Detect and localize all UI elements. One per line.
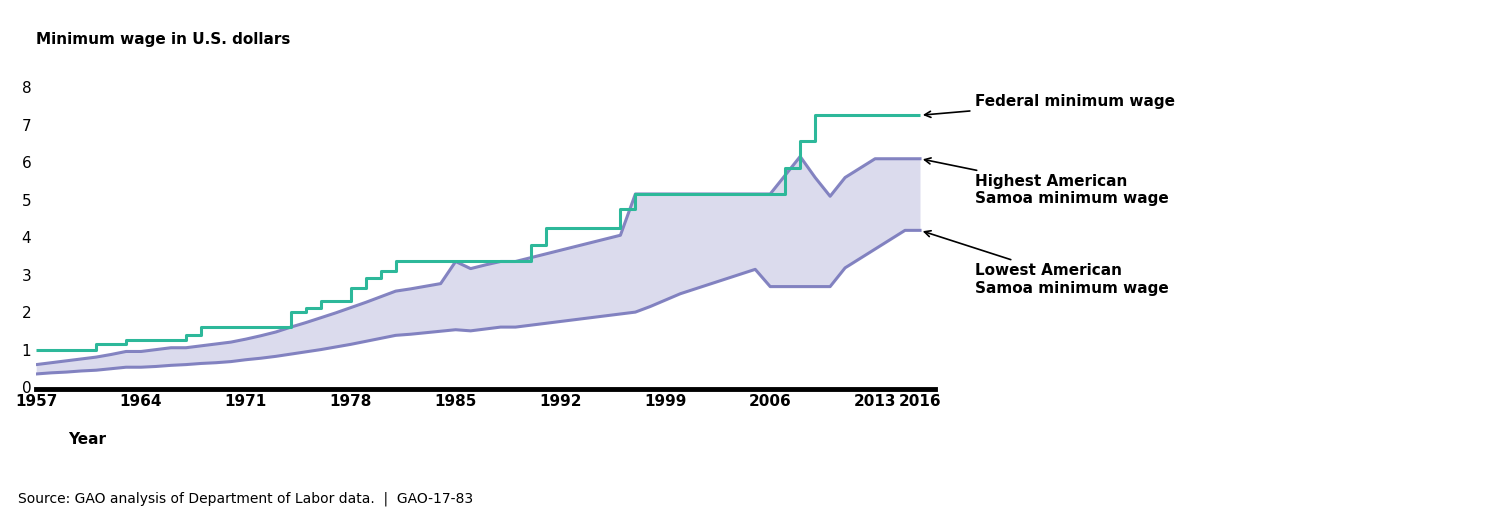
Text: Minimum wage in U.S. dollars: Minimum wage in U.S. dollars [36,32,290,47]
Text: Year: Year [68,432,105,447]
Text: Source: GAO analysis of Department of Labor data.  |  GAO-17-83: Source: GAO analysis of Department of La… [18,492,473,506]
Text: Lowest American
Samoa minimum wage: Lowest American Samoa minimum wage [924,231,1169,296]
Text: Highest American
Samoa minimum wage: Highest American Samoa minimum wage [924,158,1169,206]
Text: Federal minimum wage: Federal minimum wage [924,95,1175,118]
